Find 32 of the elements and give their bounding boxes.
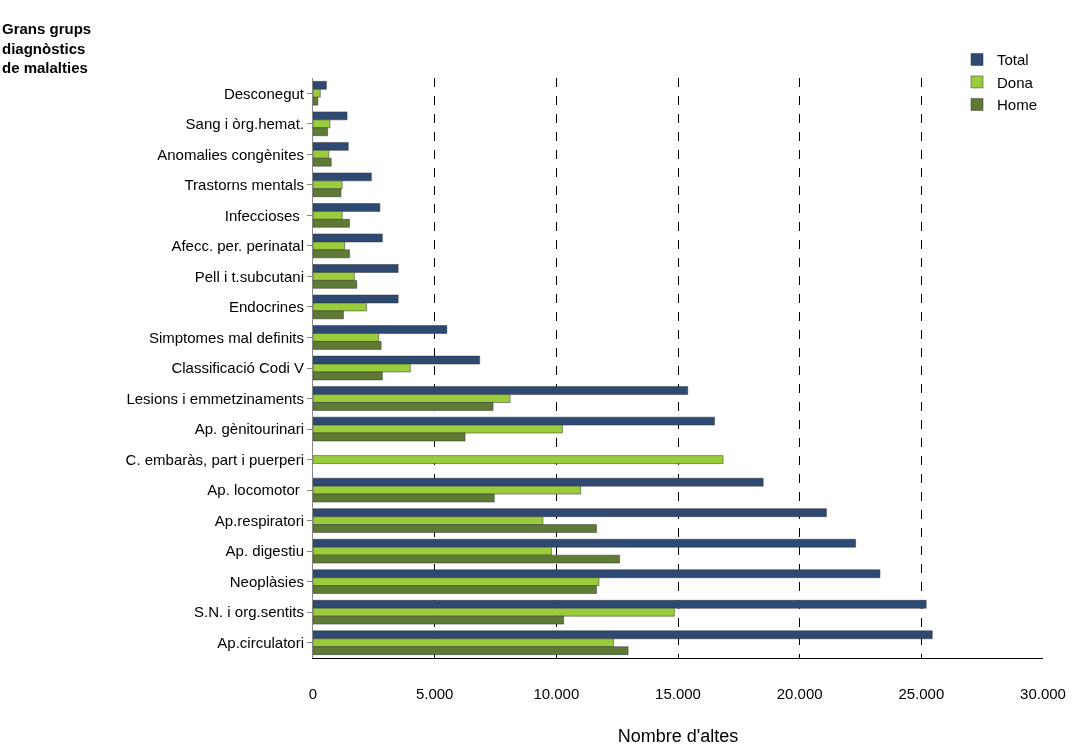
y-tick-label: Ap. gènitourinari xyxy=(194,420,304,438)
x-tick-label: 30.000 xyxy=(1020,685,1066,702)
y-tick-label: Neoplàsies xyxy=(229,572,304,590)
y-tick-label: Ap.circulatori xyxy=(217,633,304,651)
x-tick-label: 20.000 xyxy=(776,685,823,702)
y-tick-label: Desconegut xyxy=(223,84,305,102)
y-tick-label: Ap. digestiu xyxy=(225,542,304,560)
y-tick-label: Ap.respiratori xyxy=(214,511,304,529)
y-tick-label: Simptomes mal definits xyxy=(148,328,304,346)
x-axis-title: Nombre d'altes xyxy=(617,726,739,747)
y-tick-label: Lesions i emmetzinaments xyxy=(126,389,304,407)
x-tick-label: 15.000 xyxy=(655,685,701,702)
y-tick-label: Sang i òrg.hemat. xyxy=(185,115,304,133)
y-axis-title: Grans grups diagnòstics de malalties xyxy=(2,20,92,76)
y-tick-label: Infeccioses xyxy=(224,206,304,224)
legend-label: Total xyxy=(997,51,1029,69)
y-tick-label: Afecc. per. perinatal xyxy=(171,237,304,255)
x-tick-label: 0 xyxy=(308,685,318,702)
bar xyxy=(313,455,724,464)
x-tick-label: 25.000 xyxy=(898,685,945,702)
legend-label: Dona xyxy=(997,73,1034,91)
legend-label: Home xyxy=(997,96,1038,114)
y-tick-label: S.N. i org.sentits xyxy=(193,603,304,621)
x-tick-label: 10.000 xyxy=(533,685,580,702)
y-tick-label: Trastorns mentals xyxy=(184,176,304,194)
y-tick-label: Endocrines xyxy=(228,298,304,316)
y-tick-label: Pell i t.subcutani xyxy=(194,267,304,285)
y-tick-label: Classificació Codi V xyxy=(171,359,304,377)
y-tick-label: C. embaràs, part i puerperi xyxy=(125,450,304,468)
x-tick-label: 5.000 xyxy=(415,685,454,702)
y-tick-label: Ap. locomotor xyxy=(207,481,304,499)
y-tick-label: Anomalies congènites xyxy=(157,145,304,163)
